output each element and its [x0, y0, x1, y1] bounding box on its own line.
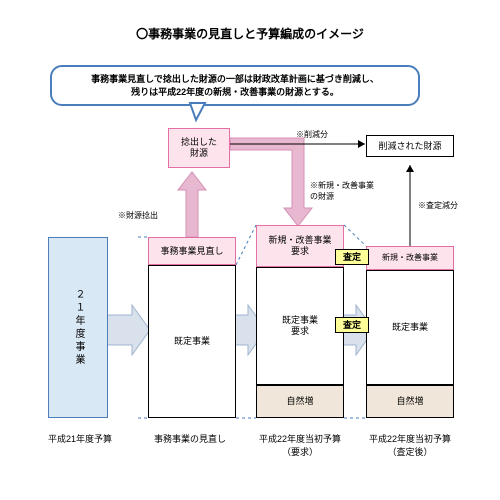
badge-satei-2: 査定 — [335, 317, 369, 333]
block-existing: 既定事業 — [148, 265, 236, 418]
note-satei-red: ※査定減分 — [418, 200, 458, 211]
col-label-3: 平成22年度当初予算 （要求） — [246, 432, 354, 458]
block-natural2: 自然増 — [366, 385, 454, 418]
block-reduced-src: 削減された財源 — [366, 135, 454, 157]
block-new-imp: 新規・改善事業 — [366, 246, 454, 270]
col-label-1: 平成21年度予算 — [30, 432, 130, 445]
block-review: 事務事業見直し — [148, 237, 236, 265]
block-new-req: 新規・改善事業 要求 — [256, 225, 344, 267]
block-exist-post: 既定事業 — [366, 270, 454, 385]
block-squeezed: 捻出した 財源 — [168, 128, 230, 168]
note-reduction: ※削減分 — [296, 129, 328, 140]
note-new-src: ※新規・改善事業 の財源 — [310, 180, 374, 202]
block-exist-req: 既定事業 要求 — [256, 267, 344, 385]
note-src-squeeze: ※財源捻出 — [118, 210, 158, 221]
block-natural1: 自然増 — [256, 385, 344, 418]
col-label-2: 事務事業の見直し — [140, 432, 240, 445]
col-label-4: 平成22年度当初予算 （査定後） — [356, 432, 464, 458]
block-year21: ２１年度事業 — [48, 237, 108, 418]
badge-satei-1: 査定 — [335, 249, 369, 265]
